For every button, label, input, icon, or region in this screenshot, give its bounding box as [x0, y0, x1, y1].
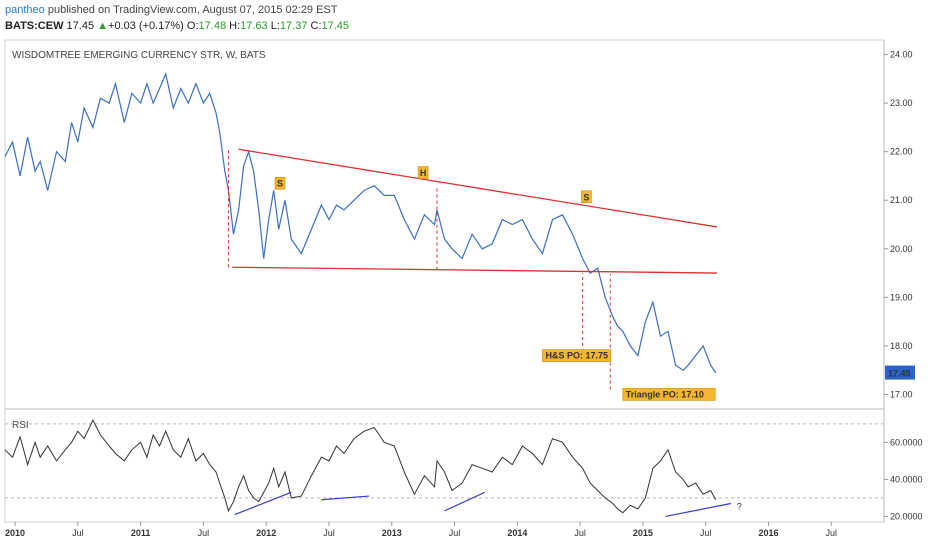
time-tick-label: 2014 [507, 528, 527, 538]
pattern-label-box [274, 176, 286, 190]
close-value: 17.45 [321, 20, 350, 32]
price-tick-label: 20.00 [890, 244, 913, 254]
rsi-divergence-line [321, 495, 370, 501]
time-tick-label: Jul [72, 528, 84, 538]
rsi-series-line [4, 418, 717, 514]
last-price: 17.45 [66, 20, 95, 32]
last-price-badge-text: 17.45 [888, 369, 911, 379]
high-value: 17.63 [240, 20, 268, 32]
price-series-line [4, 72, 717, 373]
close-label: C: [310, 20, 322, 32]
time-tick-label: 2012 [256, 528, 276, 538]
up-triangle-icon: ▲ [97, 20, 109, 32]
time-tick-label: Jul [449, 528, 461, 538]
time-tick-label: Jul [198, 528, 210, 538]
plot-frame [4, 39, 885, 523]
time-tick-label: 2015 [633, 528, 653, 538]
price-objective-box [622, 388, 716, 401]
price-tick-label: 21.00 [890, 195, 913, 205]
price-tick-label: 19.00 [890, 292, 913, 302]
rsi-question-mark: ? [737, 501, 742, 511]
chart-title: WISDOMTREE EMERGING CURRENCY STR, W, BAT… [12, 50, 266, 61]
triangle-upper-trendline [238, 148, 718, 228]
time-tick-label: Jul [700, 528, 712, 538]
chart-marks: 24.00 23.00 22.00 21.00 20.00 19.00 18.00 17.00… [4, 50, 923, 538]
time-tick-label: Jul [574, 528, 586, 538]
time-tick-label: 2010 [5, 528, 25, 538]
pattern-label-text: S [277, 179, 283, 189]
rsi-divergence-line [665, 502, 731, 518]
time-tick-label: Jul [323, 528, 335, 538]
price-objective-text: H&S PO: 17.75 [545, 351, 608, 361]
low-value: 17.37 [279, 20, 308, 32]
rsi-tick-label: 40.0000 [890, 474, 923, 484]
open-label: O: [186, 20, 199, 32]
triangle-lower-trendline [232, 266, 717, 274]
price-tick-label: 22.00 [890, 147, 913, 157]
rsi-label: RSI [12, 420, 29, 431]
rsi-tick-label: 20.0000 [890, 511, 923, 521]
pattern-label-text: S [583, 192, 589, 202]
price-change: +0.03 (+0.17%) [108, 20, 184, 32]
last-price-badge [885, 365, 915, 380]
author-link[interactable]: pantheo [5, 4, 45, 16]
price-objective-box [542, 349, 612, 362]
publish-header: pantheo published on TradingView.com, Au… [5, 4, 338, 16]
low-label: L: [270, 20, 280, 32]
publish-info: published on TradingView.com, August 07,… [47, 4, 338, 16]
open-value: 17.48 [198, 20, 227, 32]
pattern-label-box [417, 166, 429, 179]
price-tick-label: 17.00 [890, 389, 913, 399]
rsi-divergence-line [234, 491, 292, 516]
price-tick-label: 23.00 [890, 98, 913, 108]
pattern-label-text: H [420, 168, 427, 178]
symbol: BATS:CEW [5, 20, 64, 32]
time-tick-label: 2011 [131, 528, 151, 538]
price-tick-label: 24.00 [890, 50, 913, 60]
high-label: H: [229, 20, 241, 32]
time-tick-label: 2013 [382, 528, 402, 538]
rsi-divergence-line [444, 491, 485, 512]
time-tick-label: 2016 [758, 528, 778, 538]
rsi-tick-label: 60.0000 [890, 437, 923, 447]
price-objective-text: Triangle PO: 17.10 [626, 389, 704, 399]
time-tick-label: Jul [826, 528, 838, 538]
quote-header: BATS:CEW 17.45 ▲+0.03 (+0.17%) O:17.48 H… [5, 20, 349, 32]
pattern-label-box [581, 190, 592, 204]
price-tick-label: 18.00 [890, 341, 913, 351]
